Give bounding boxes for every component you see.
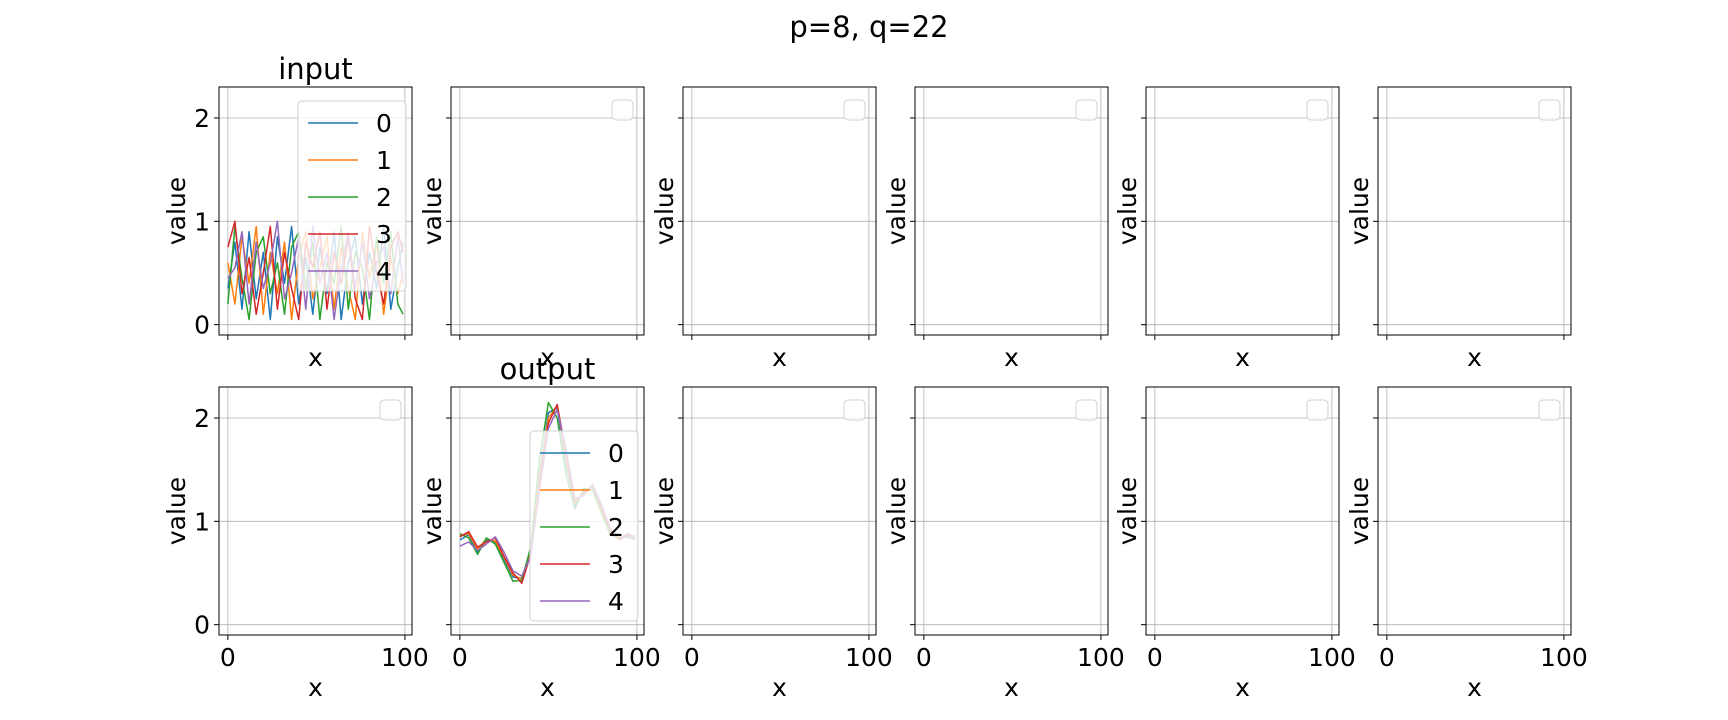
subplot-r0c2: x value bbox=[650, 86, 877, 372]
x-axis-label-r0c4: x bbox=[1235, 343, 1250, 372]
y-tick-label-r1c0-1: 1 bbox=[194, 507, 210, 536]
legend-output: 0 1 2 3 4 bbox=[529, 430, 639, 622]
empty-legend-box-r0c3 bbox=[1075, 99, 1098, 121]
axes-frame-r1c2 bbox=[682, 386, 877, 636]
y-axis-label-r0c2: value bbox=[650, 177, 679, 245]
subplot-r0c3: x value bbox=[882, 86, 1109, 372]
y-axis-label-r0c4: value bbox=[1113, 177, 1142, 245]
y-axis-label-r0c1: value bbox=[418, 177, 447, 245]
x-axis-label-r1c2: x bbox=[772, 673, 787, 702]
x-tick-label-r1c2-1: 100 bbox=[845, 643, 893, 672]
y-axis-label-r1c5: value bbox=[1345, 477, 1374, 545]
y-tick-label-r1c0-2: 2 bbox=[194, 404, 210, 433]
x-tick-label-r1c2-0: 0 bbox=[684, 643, 700, 672]
legend-label-r0c0-2: 2 bbox=[376, 183, 392, 212]
y-axis-label-r0c3: value bbox=[882, 177, 911, 245]
y-axis-label-r0c0: value bbox=[162, 177, 191, 245]
legend-frame-r1c1 bbox=[529, 430, 639, 622]
axes-frame-r0c2 bbox=[682, 86, 877, 336]
axes-frame-r0c1 bbox=[450, 86, 645, 336]
subplot-r1c3: 0 100 x value bbox=[882, 386, 1125, 702]
subplot-r0c1: x value bbox=[418, 86, 645, 372]
axes-frame-r1c1 bbox=[450, 386, 645, 636]
panel-title-r0c0: input bbox=[278, 52, 353, 86]
x-axis-label-r1c1: x bbox=[540, 673, 555, 702]
y-axis-label-r1c1: value bbox=[418, 477, 447, 545]
y-axis-label-r1c4: value bbox=[1113, 477, 1142, 545]
legend-label-r1c1-2: 2 bbox=[608, 513, 624, 542]
subplot-r1c1: 0 100 x value output 0 1 2 3 4 bbox=[418, 352, 661, 702]
legend-label-r0c0-1: 1 bbox=[376, 146, 392, 175]
figure-suptitle: p=8, q=22 bbox=[789, 10, 948, 44]
axes-frame-r1c0 bbox=[218, 386, 413, 636]
x-tick-label-r1c0-1: 100 bbox=[381, 643, 429, 672]
axes-frame-r1c4 bbox=[1145, 386, 1340, 636]
subplot-r1c4: 0 100 x value bbox=[1113, 386, 1356, 702]
axes-frame-r1c5 bbox=[1377, 386, 1572, 636]
x-tick-label-r1c1-0: 0 bbox=[452, 643, 468, 672]
legend-label-r1c1-3: 3 bbox=[608, 550, 624, 579]
y-axis-label-r1c2: value bbox=[650, 477, 679, 545]
subplot-r0c4: x value bbox=[1113, 86, 1340, 372]
legend-input: 0 1 2 3 4 bbox=[297, 100, 407, 292]
x-axis-label-r0c0: x bbox=[308, 343, 323, 372]
legend-label-r0c0-3: 3 bbox=[376, 220, 392, 249]
x-tick-label-r1c4-0: 0 bbox=[1147, 643, 1163, 672]
axes-frame-r0c5 bbox=[1377, 86, 1572, 336]
y-axis-label-r0c5: value bbox=[1345, 177, 1374, 245]
axes-frame-r0c3 bbox=[914, 86, 1109, 336]
empty-legend-box-r1c0 bbox=[379, 399, 402, 421]
subplot-r1c5: 0 100 x value bbox=[1345, 386, 1588, 702]
legend-label-r1c1-1: 1 bbox=[608, 476, 624, 505]
legend-label-r0c0-0: 0 bbox=[376, 109, 392, 138]
y-tick-label-r0c0-0: 0 bbox=[194, 311, 210, 340]
y-axis-label-r1c0: value bbox=[162, 477, 191, 545]
empty-legend-box-r1c2 bbox=[843, 399, 866, 421]
x-axis-label-r0c3: x bbox=[1004, 343, 1019, 372]
y-tick-label-r0c0-2: 2 bbox=[194, 104, 210, 133]
x-tick-label-r1c3-1: 100 bbox=[1077, 643, 1125, 672]
x-axis-label-r0c2: x bbox=[772, 343, 787, 372]
empty-legend-box-r0c2 bbox=[843, 99, 866, 121]
axes-frame-r0c4 bbox=[1145, 86, 1340, 336]
legend-label-r1c1-4: 4 bbox=[608, 587, 624, 616]
empty-legend-box-r1c5 bbox=[1538, 399, 1561, 421]
subplot-r0c5: x value bbox=[1345, 86, 1572, 372]
x-axis-label-r1c0: x bbox=[308, 673, 323, 702]
axes-frame-r0c0 bbox=[218, 86, 413, 336]
x-tick-label-r1c5-0: 0 bbox=[1379, 643, 1395, 672]
legend-frame-r0c0 bbox=[297, 100, 407, 292]
y-axis-label-r1c3: value bbox=[882, 477, 911, 545]
x-tick-label-r1c4-1: 100 bbox=[1308, 643, 1356, 672]
x-axis-label-r1c4: x bbox=[1235, 673, 1250, 702]
x-tick-label-r1c0-0: 0 bbox=[220, 643, 236, 672]
panels-group: 0 1 2 x value input 0 1 2 3 4 x value x value x value x va… bbox=[162, 52, 1588, 702]
legend-label-r0c0-4: 4 bbox=[376, 257, 392, 286]
legend-label-r1c1-0: 0 bbox=[608, 439, 624, 468]
empty-legend-box-r0c4 bbox=[1306, 99, 1329, 121]
x-axis-label-r1c3: x bbox=[1004, 673, 1019, 702]
x-tick-label-r1c5-1: 100 bbox=[1540, 643, 1588, 672]
empty-legend-box-r0c1 bbox=[611, 99, 634, 121]
x-axis-label-r0c5: x bbox=[1467, 343, 1482, 372]
empty-legend-box-r1c3 bbox=[1075, 399, 1098, 421]
subplot-r1c2: 0 100 x value bbox=[650, 386, 893, 702]
empty-legend-box-r0c5 bbox=[1538, 99, 1561, 121]
x-axis-label-r1c5: x bbox=[1467, 673, 1482, 702]
axes-frame-r1c3 bbox=[914, 386, 1109, 636]
x-tick-label-r1c3-0: 0 bbox=[916, 643, 932, 672]
empty-legend-box-r1c4 bbox=[1306, 399, 1329, 421]
subplot-r0c0: 0 1 2 x value input 0 1 2 3 4 bbox=[162, 52, 413, 372]
y-tick-label-r0c0-1: 1 bbox=[194, 207, 210, 236]
panel-title-r1c1: output bbox=[500, 352, 596, 386]
x-axis-label-r0c1: x bbox=[540, 343, 555, 372]
subplot-r1c0: 0 1 2 0 100 x value bbox=[162, 386, 429, 702]
x-tick-label-r1c1-1: 100 bbox=[613, 643, 661, 672]
y-tick-label-r1c0-0: 0 bbox=[194, 611, 210, 640]
